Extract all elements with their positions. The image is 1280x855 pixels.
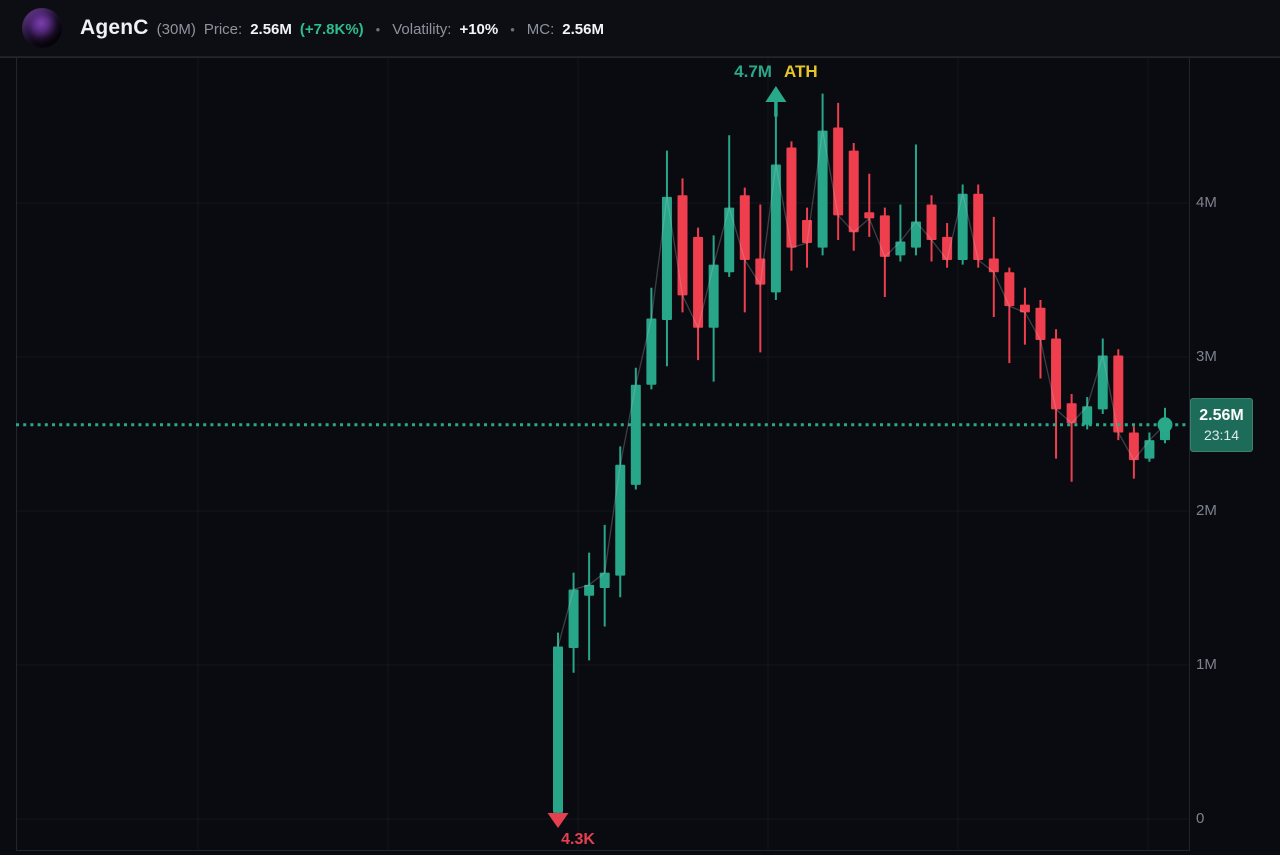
candle-body: [1128, 432, 1139, 461]
close-line: [557, 130, 1166, 647]
candle-body: [755, 258, 766, 285]
candle-body: [739, 195, 750, 260]
y-axis-label: 1M: [1196, 656, 1217, 673]
candle-body: [661, 196, 672, 321]
candle-body: [1097, 355, 1108, 410]
current-price-value: 2.56M: [1199, 406, 1244, 424]
candle-body: [677, 195, 688, 296]
candle-body: [910, 221, 921, 248]
price-change: (+7.8K%): [299, 21, 364, 38]
candle-body: [770, 164, 781, 293]
candle-body: [833, 127, 844, 216]
candle-body: [568, 589, 579, 649]
ath-tag-label: ATH: [783, 62, 818, 81]
candle-body: [615, 464, 626, 576]
y-axis-label: 0: [1196, 810, 1205, 827]
candle-body: [879, 215, 890, 257]
token-timeframe: (30M): [156, 21, 196, 38]
candle-body: [630, 384, 641, 485]
candle-body: [646, 318, 657, 385]
candle-body: [926, 204, 937, 240]
candle-body: [1004, 272, 1015, 307]
candle-body: [864, 212, 875, 219]
price-label: Price:: [203, 21, 243, 38]
candle-body: [1051, 338, 1062, 410]
ath-arrow-head: [765, 86, 787, 102]
candle-body: [988, 258, 999, 273]
candle-body: [973, 193, 984, 260]
ath-price-label: 4.7M: [734, 62, 772, 81]
ath-marker: 4.7M ATH: [734, 62, 817, 82]
candle-body: [693, 236, 704, 328]
volatility-label: Volatility:: [392, 21, 452, 38]
candle-body: [708, 264, 719, 328]
candle-body: [786, 147, 797, 248]
token-title-row: AgenC (30M) Price: 2.56M (+7.8K%) • Vola…: [80, 16, 604, 40]
chart-area: 4.7M ATH 4.3K 2.56M 23:14 4M 3M 2M 1M 0: [0, 57, 1280, 855]
candle-body: [724, 207, 735, 273]
current-price-box: 2.56M 23:14: [1190, 397, 1253, 452]
token-avatar: [22, 8, 62, 48]
separator-dot: •: [375, 22, 381, 37]
candle-body: [1113, 355, 1124, 433]
candle-body: [553, 646, 563, 813]
price-value: 2.56M: [250, 21, 292, 38]
low-arrow-head: [547, 813, 569, 828]
candle-body: [942, 236, 953, 260]
candle-body: [584, 584, 595, 596]
candle-body: [817, 130, 828, 248]
candle-body: [957, 193, 968, 260]
candle-body: [1019, 304, 1030, 313]
price-chart-canvas[interactable]: [0, 57, 1280, 855]
y-axis-label: 3M: [1196, 348, 1217, 365]
chart-frame: [16, 57, 1190, 851]
current-price-dot: [1157, 417, 1173, 433]
candle-body: [1035, 307, 1046, 341]
header-bar: AgenC (30M) Price: 2.56M (+7.8K%) • Vola…: [0, 0, 1280, 57]
candle-body: [895, 241, 906, 256]
mc-label: MC:: [526, 21, 555, 38]
candle-body: [1082, 406, 1093, 425]
mc-value: 2.56M: [562, 21, 604, 38]
candle-body: [1144, 440, 1155, 459]
y-axis-label: 4M: [1196, 194, 1217, 211]
volatility-value: +10%: [459, 21, 499, 38]
candle-body: [599, 572, 610, 588]
current-price-time: 23:14: [1203, 426, 1240, 443]
candle-body: [802, 219, 813, 244]
token-name: AgenC: [80, 16, 149, 39]
candle-body: [1066, 403, 1077, 424]
candle-body: [848, 150, 859, 233]
y-axis-label: 2M: [1196, 502, 1217, 519]
low-price-label: 4.3K: [561, 831, 595, 848]
separator-dot: •: [510, 22, 515, 37]
